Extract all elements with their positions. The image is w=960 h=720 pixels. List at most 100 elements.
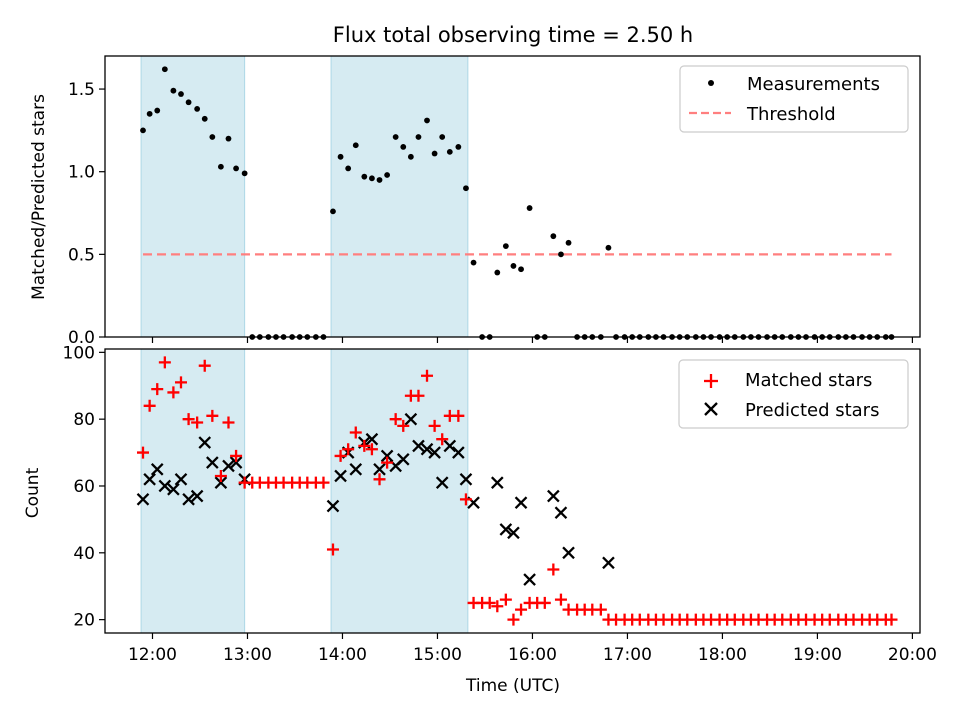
predicted-star-point (420, 442, 434, 456)
matched-star-point (365, 443, 378, 456)
matched-star-point (136, 446, 149, 459)
predicted-star-point (182, 493, 195, 506)
matched-star-point (143, 399, 156, 412)
predicted-star-point (326, 499, 340, 513)
predicted-star-point (554, 506, 568, 520)
legend-box (679, 65, 909, 133)
y-tick-label: 0.5 (68, 245, 95, 265)
measurement-point (494, 269, 501, 276)
measurement-point (209, 134, 216, 140)
measurement-point (194, 105, 201, 112)
measurement-point (518, 266, 524, 273)
predicted-star-point (404, 412, 418, 426)
bottom-legend: Matched stars Predicted stars (678, 359, 909, 429)
measurement-point (510, 263, 517, 269)
legend-matched-stars: Matched stars (745, 370, 872, 391)
y-tick-label: 60 (73, 477, 95, 497)
predicted-star-point (214, 476, 228, 489)
observing-intervals-top (140, 55, 469, 338)
matched-star-point (358, 439, 371, 452)
matched-star-point (499, 593, 512, 606)
predicted-star-point (150, 462, 164, 476)
measurement-point (154, 107, 161, 114)
predicted-star-point (167, 483, 180, 496)
measurement-point (369, 175, 375, 182)
x-tick-label: 15:00 (413, 645, 462, 665)
measurement-point (225, 135, 232, 142)
predicted-star-point (490, 476, 504, 489)
y-tick-label: 1.0 (68, 163, 95, 183)
measurement-point (455, 144, 462, 150)
bottom-panel: 20 40 60 80 100 12:00 13:00 14:00 15:00 16:00 17:… (23, 343, 937, 696)
matched-star-point (167, 386, 180, 399)
matched-star-point (538, 596, 551, 609)
measurement-point (605, 244, 612, 251)
y-tick-label: 1.5 (68, 80, 95, 100)
y-tick-label: 20 (73, 611, 95, 631)
measurement-point (463, 185, 469, 192)
matched-star-point (158, 356, 171, 369)
matched-star-point (421, 369, 434, 382)
measurement-point (345, 165, 352, 172)
matched-star-point (326, 543, 339, 556)
predicted-star-point (334, 469, 347, 483)
predicted-star-point (229, 456, 243, 469)
measurement-point (376, 177, 383, 183)
predicted-star-point (206, 456, 219, 469)
predicted-star-point (412, 439, 425, 453)
x-tick-label: 14:00 (318, 645, 367, 665)
predicted-star-point (602, 556, 615, 570)
measurement-point (330, 208, 336, 215)
matched-star-point (885, 613, 898, 626)
matched-star-point (515, 603, 528, 616)
matched-star-point (174, 376, 187, 389)
x-tick-label: 16:00 (508, 645, 557, 665)
top-panel: 0.0 0.5 1.0 1.5 Matched/Predicted stars Mea… (29, 55, 921, 348)
measurement-point (502, 243, 509, 249)
measurement-point (424, 117, 430, 124)
bottom-y-axis: 20 40 60 80 100 (63, 343, 105, 631)
measurement-point (526, 205, 533, 211)
matched-star-point (182, 413, 195, 426)
matched-star-point (342, 443, 355, 456)
measurement-points (140, 66, 895, 340)
observing-interval (330, 348, 469, 634)
matched-star-point (214, 469, 227, 482)
predicted-star-point (143, 472, 156, 486)
predicted-star-point (380, 449, 394, 463)
y-tick-label: 0.0 (68, 328, 95, 348)
measurement-point (178, 91, 184, 97)
measurement-point (550, 233, 557, 240)
matched-stars-points (136, 356, 898, 626)
x-tick-label: 20:00 (888, 645, 937, 665)
measurement-point (201, 115, 208, 122)
measurement-point (565, 239, 572, 246)
measurement-point (233, 165, 239, 172)
matched-star-point (397, 419, 410, 432)
measurement-point (161, 66, 168, 73)
bottom-x-axis: 12:00 13:00 14:00 15:00 16:00 17:00 18:00 19:00… (128, 633, 937, 665)
matched-star-point (389, 413, 402, 426)
y-tick-label: 100 (63, 343, 95, 363)
measurement-point (439, 134, 446, 140)
measurement-point (470, 259, 477, 266)
observing-interval (140, 55, 246, 338)
matched-star-point (459, 493, 472, 506)
matched-star-point (151, 383, 164, 396)
observing-interval (330, 55, 469, 338)
bottom-axes-frame (104, 348, 921, 634)
matched-star-point (373, 473, 386, 486)
measurement-point (407, 153, 414, 160)
matched-star-point (491, 600, 504, 613)
matched-star-point (191, 416, 204, 429)
top-axes-frame (104, 55, 921, 338)
y-tick-label: 80 (73, 410, 95, 430)
predicted-star-point (428, 446, 441, 459)
matched-star-point (452, 409, 465, 422)
predicted-star-point (514, 496, 528, 510)
legend-x-marker (704, 402, 718, 416)
measurement-point (400, 144, 407, 150)
legend-plus-marker (704, 374, 718, 388)
legend-dot-marker (708, 80, 714, 86)
